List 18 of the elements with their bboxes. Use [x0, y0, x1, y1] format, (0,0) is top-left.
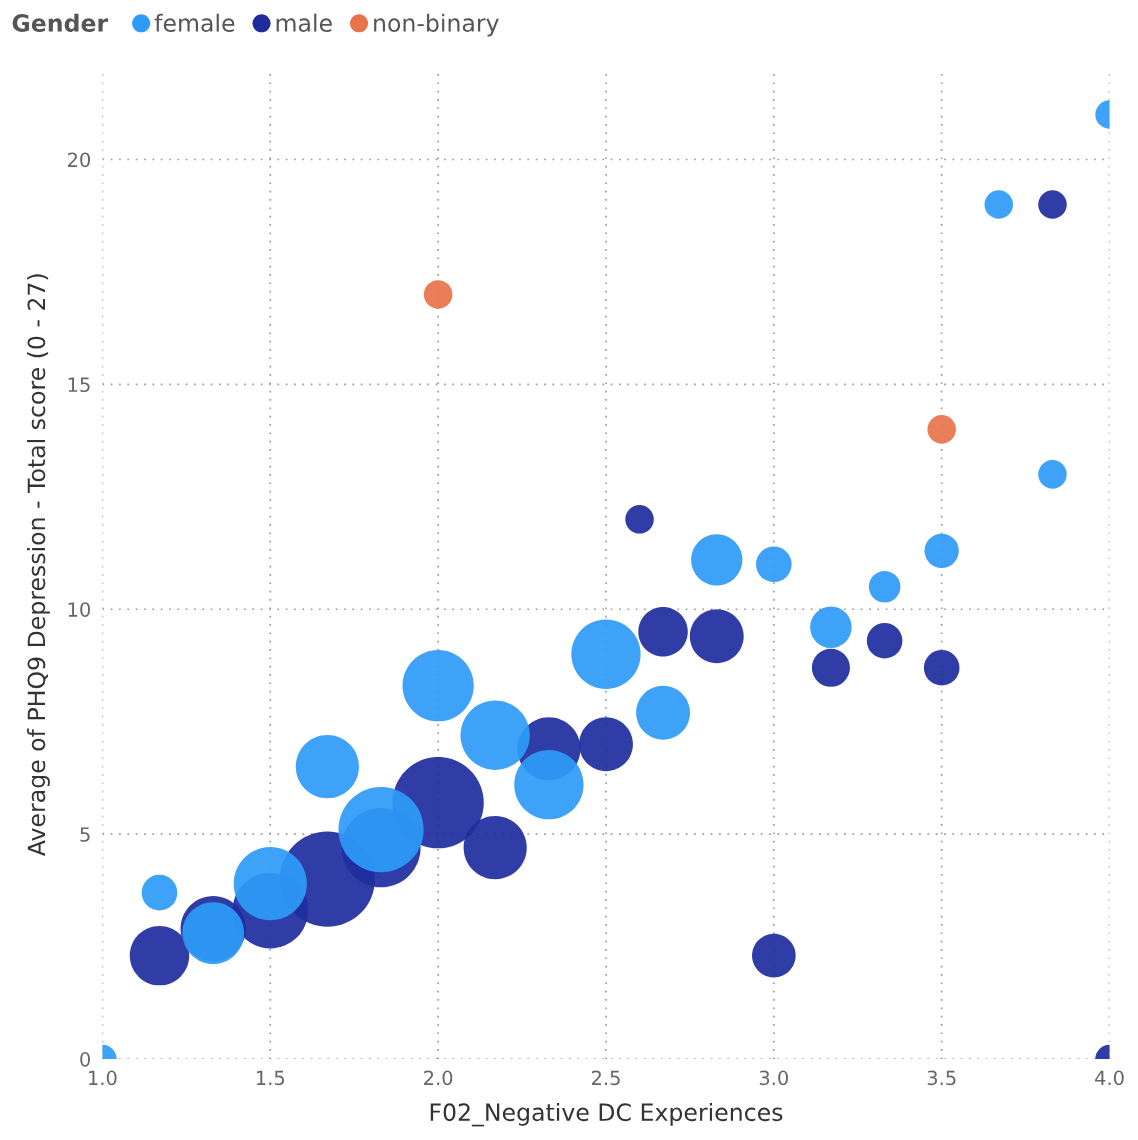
y-tick-label: 0 [80, 1052, 91, 1067]
legend-label: male [276, 13, 332, 32]
y-tick-label: 20 [67, 152, 91, 168]
x-tick-label: 1.0 [89, 1070, 117, 1086]
y-tick-label: 15 [68, 377, 90, 393]
legend-title: Gender [12, 13, 109, 32]
x-tick-label: 3.5 [927, 1070, 956, 1086]
x-tick-label: 3.0 [759, 1070, 789, 1086]
x-axis-title: F02_Negative DC Experiences [430, 1102, 783, 1127]
legend-label: non-binary [374, 13, 499, 37]
y-tick-label: 5 [80, 827, 90, 842]
legend-label: female [154, 13, 235, 32]
x-tick-label: 4.0 [1095, 1070, 1124, 1086]
x-tick-label: 2.0 [424, 1070, 453, 1086]
x-tick-label: 2.5 [591, 1070, 620, 1086]
x-tick-label: 1.5 [256, 1070, 285, 1086]
y-axis-title: Average of PHQ9 Depression - Total score (0 - 27) [27, 274, 50, 857]
y-tick-label: 10 [68, 602, 91, 617]
